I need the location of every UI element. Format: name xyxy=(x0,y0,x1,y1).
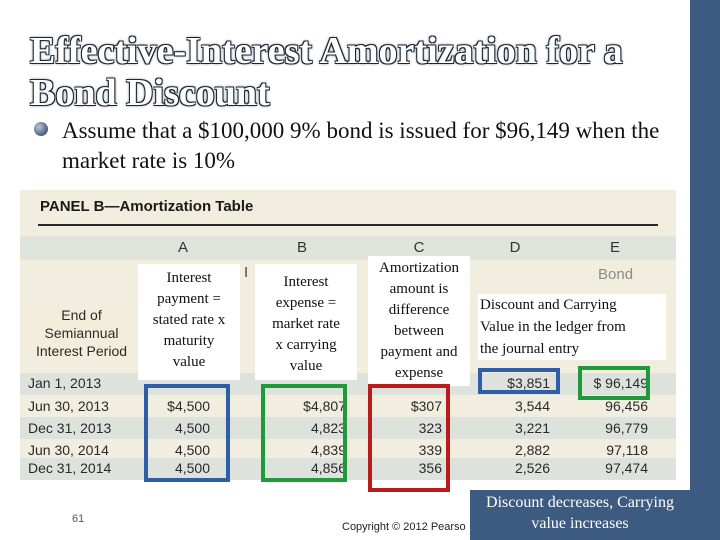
column-letter-b: B xyxy=(296,239,307,256)
table-row: Dec 31, 2014 4,500 4,856 356 2,526 97,47… xyxy=(20,458,676,480)
row-amortization: 339 xyxy=(418,442,442,458)
row-discount: 3,221 xyxy=(514,420,550,436)
callout-line: Value in the ledger from xyxy=(480,319,626,335)
row-period: Jun 30, 2014 xyxy=(28,442,109,458)
callout-ledger-note: Discount and Carrying Value in the ledge… xyxy=(478,294,666,360)
accent-bar xyxy=(690,0,720,540)
caption-box: Discount decreases, Carrying value incre… xyxy=(470,490,690,540)
column-letter-a: A xyxy=(177,239,188,256)
row-amortization: 356 xyxy=(418,460,442,476)
callout-line: value xyxy=(172,354,206,370)
callout-line: x carrying xyxy=(275,337,337,353)
row-interest-payment: 4,500 xyxy=(174,442,210,458)
period-header: End of Semiannual Interest Period xyxy=(24,306,139,360)
callout-line: stated rate x xyxy=(152,312,226,328)
row-discount: 2,526 xyxy=(514,460,550,476)
row-carrying: $ 96,149 xyxy=(593,375,649,391)
row-carrying: 97,118 xyxy=(606,442,648,458)
callout-line: Discount and Carrying xyxy=(480,297,617,313)
bullet-text: Assume that a $100,000 9% bond is issued… xyxy=(62,118,660,173)
bullet-icon xyxy=(34,122,48,136)
highlight-box-carrying xyxy=(578,366,650,400)
callout-interest-expense: Interest expense = market rate x carryin… xyxy=(255,264,357,380)
row-carrying: 97,474 xyxy=(605,460,648,476)
callout-line: expense = xyxy=(275,295,337,311)
highlight-box-payment xyxy=(144,384,230,482)
row-period: Jun 30, 2013 xyxy=(28,398,109,414)
row-discount: 2,882 xyxy=(514,442,550,458)
title-line-1: Effective-Interest Amortization for a xyxy=(30,30,623,72)
callout-line: Interest xyxy=(283,274,329,290)
header-fragment-b: I xyxy=(244,264,249,281)
highlight-box-amortization xyxy=(368,384,450,492)
callout-line: maturity xyxy=(163,333,215,349)
table-row: Jun 30, 2014 4,500 4,839 339 2,882 97,11… xyxy=(20,439,676,461)
callout-line: payment and xyxy=(380,344,458,360)
callout-line: the journal entry xyxy=(480,341,580,357)
callout-line: amount is xyxy=(389,281,449,297)
row-period: Jan 1, 2013 xyxy=(28,375,102,391)
row-amortization: 323 xyxy=(418,420,442,436)
callout-amortization: Amortization amount is difference betwee… xyxy=(368,256,470,386)
callout-line: between xyxy=(394,323,444,339)
row-interest-expense: 4,823 xyxy=(310,420,346,436)
callout-line: difference xyxy=(388,302,450,318)
copyright-text: Copyright © 2012 Pearso xyxy=(342,521,466,533)
callout-line: Amortization xyxy=(379,260,459,276)
slide-title: Effective-Interest Amortization for a Bo… xyxy=(30,30,690,114)
row-carrying: 96,779 xyxy=(605,420,648,436)
row-period: Dec 31, 2014 xyxy=(28,460,112,476)
highlight-box-expense xyxy=(261,384,347,482)
highlight-box-discount xyxy=(478,368,560,394)
column-letter-e: E xyxy=(609,239,620,256)
panel-divider xyxy=(38,224,658,226)
callout-line: expense xyxy=(394,365,444,381)
row-amortization: $307 xyxy=(410,398,442,414)
page-number: 61 xyxy=(72,513,85,525)
callout-line: value xyxy=(289,358,323,374)
row-carrying: 96,456 xyxy=(605,398,648,414)
row-period: Dec 31, 2013 xyxy=(28,420,112,436)
row-interest-payment: 4,500 xyxy=(174,460,210,476)
title-line-2: Bond Discount xyxy=(30,72,270,114)
table-row: Jun 30, 2013 $4,500 $4,807 $307 3,544 96… xyxy=(20,395,676,417)
row-interest-expense: $4,807 xyxy=(303,398,346,414)
table-row: Dec 31, 2013 4,500 4,823 323 3,221 96,77… xyxy=(20,417,676,439)
callout-line: market rate xyxy=(272,316,340,332)
callout-line: payment = xyxy=(157,291,221,307)
row-interest-expense: 4,839 xyxy=(310,442,346,458)
header-fragment-e: Bond xyxy=(598,266,634,283)
callout-interest-payment: Interest payment = stated rate x maturit… xyxy=(138,264,240,380)
panel-title: PANEL B—Amortization Table xyxy=(40,198,254,215)
row-discount: 3,544 xyxy=(514,398,550,414)
column-letter-c: C xyxy=(413,239,425,256)
column-letter-row xyxy=(20,236,676,260)
row-interest-payment: $4,500 xyxy=(167,398,210,414)
callout-line: Interest xyxy=(166,270,212,286)
column-letter-d: D xyxy=(509,239,521,256)
row-interest-expense: 4,856 xyxy=(310,460,346,476)
row-discount: $3,851 xyxy=(507,375,550,391)
row-interest-payment: 4,500 xyxy=(174,420,210,436)
